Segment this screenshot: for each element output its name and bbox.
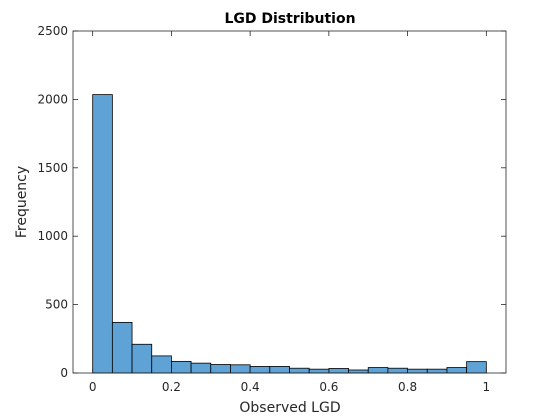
histogram-bar [367, 367, 389, 374]
y-axis-label: Frequency [14, 166, 30, 238]
histogram-bar [328, 368, 349, 374]
y-tick-label: 1000 [37, 229, 68, 243]
histogram-bar [308, 368, 330, 374]
histogram-bar [92, 94, 113, 374]
histogram-bar [210, 364, 231, 374]
y-tick-label: 2000 [37, 92, 68, 106]
bars-group [92, 94, 487, 374]
histogram-bar [249, 366, 271, 374]
histogram-bar [348, 369, 369, 374]
ticks-group: 0 0.2 0.4 0.6 0.8 1 0 500 1000 1500 2000 2500 [37, 24, 506, 394]
histogram-bar [407, 368, 428, 374]
plot-frame [72, 30, 507, 374]
histogram-bar [289, 367, 310, 374]
histogram-bar [190, 362, 212, 374]
x-tick-label: 0 [89, 380, 97, 394]
y-tick-label: 1500 [37, 161, 68, 175]
x-tick-label: 0.6 [319, 380, 338, 394]
histogram-bar [151, 355, 172, 374]
histogram-bar [387, 367, 408, 374]
x-tick-label: 0.8 [398, 380, 417, 394]
histogram-bar [446, 367, 468, 374]
chart-title: LGD Distribution [224, 11, 355, 27]
x-axis-label: Observed LGD [239, 400, 340, 416]
histogram-bar [111, 321, 133, 374]
histogram-bar [131, 343, 153, 374]
histogram-bar [269, 366, 290, 374]
y-tick-label: 500 [45, 298, 68, 312]
histogram-bar [171, 360, 192, 374]
x-tick-label: 0.2 [162, 380, 181, 394]
histogram-bar [230, 364, 251, 374]
y-tick-label: 2500 [37, 24, 68, 38]
histogram-bar [466, 361, 487, 374]
x-tick-label: 1 [482, 380, 490, 394]
x-tick-label: 0.4 [241, 380, 260, 394]
y-tick-label: 0 [60, 366, 68, 380]
histogram-bar [426, 368, 448, 374]
